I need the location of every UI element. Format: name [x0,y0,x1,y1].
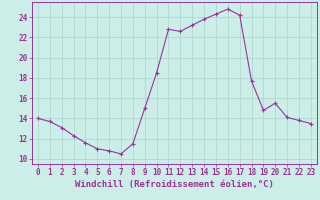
X-axis label: Windchill (Refroidissement éolien,°C): Windchill (Refroidissement éolien,°C) [75,180,274,189]
